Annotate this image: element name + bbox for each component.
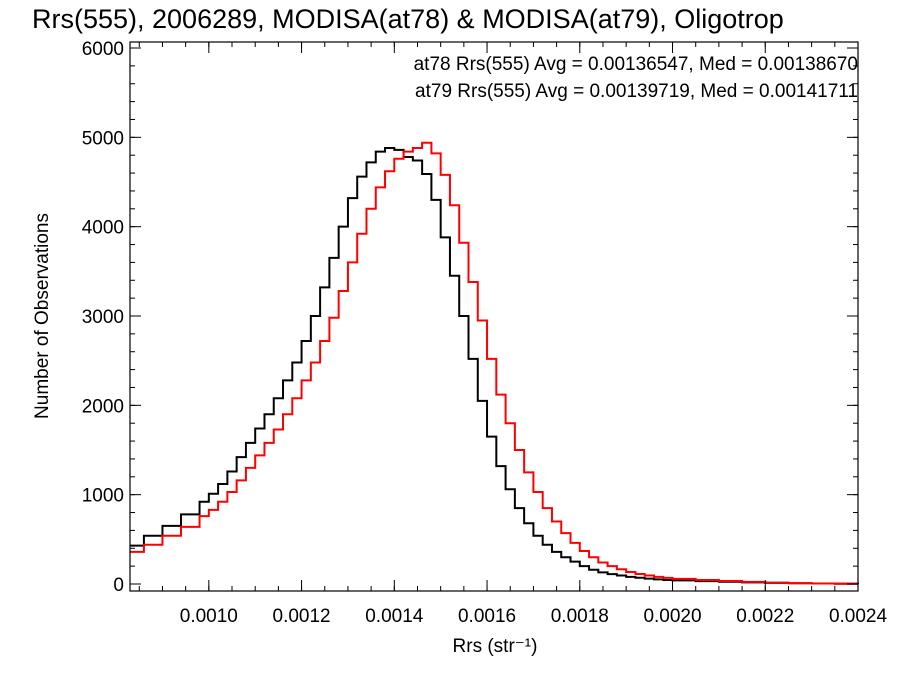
series-line-1 [130, 141, 859, 585]
y-tick-label: 0 [113, 575, 124, 596]
x-tick-label: 0.0010 [180, 606, 238, 627]
y-tick-label: 2000 [82, 396, 124, 417]
y-tick-label: 6000 [82, 39, 124, 60]
x-tick-label: 0.0014 [365, 606, 424, 627]
annotation-at79: at79 Rrs(555) Avg = 0.00139719, Med = 0.… [415, 81, 858, 102]
plot-frame [129, 41, 859, 592]
ticks-layer: 0.0010 0.0012 0.0014 0.0016 0.0018 0.0020 0.00… [82, 39, 888, 627]
y-tick-label: 1000 [82, 486, 124, 507]
series-layer [130, 141, 859, 585]
y-tick-label: 3000 [82, 307, 124, 328]
x-tick-label: 0.0018 [551, 606, 609, 627]
x-tick-label: 0.0012 [273, 606, 331, 627]
x-axis-label: Rrs (str⁻¹) [453, 636, 538, 657]
x-tick-label: 0.0022 [736, 606, 794, 627]
y-axis-label: Number of Observations [32, 213, 53, 419]
x-tick-label: 0.0016 [458, 606, 516, 627]
series-line-0 [130, 147, 859, 585]
y-tick-label: 4000 [82, 218, 124, 239]
annotation-at78: at78 Rrs(555) Avg = 0.00136547, Med = 0.… [414, 54, 858, 75]
x-tick-label: 0.0024 [829, 606, 888, 627]
y-tick-label: 5000 [82, 128, 124, 149]
x-tick-label: 0.0020 [643, 606, 701, 627]
chart-title: Rrs(555), 2006289, MODISA(at78) & MODISA… [32, 4, 784, 34]
